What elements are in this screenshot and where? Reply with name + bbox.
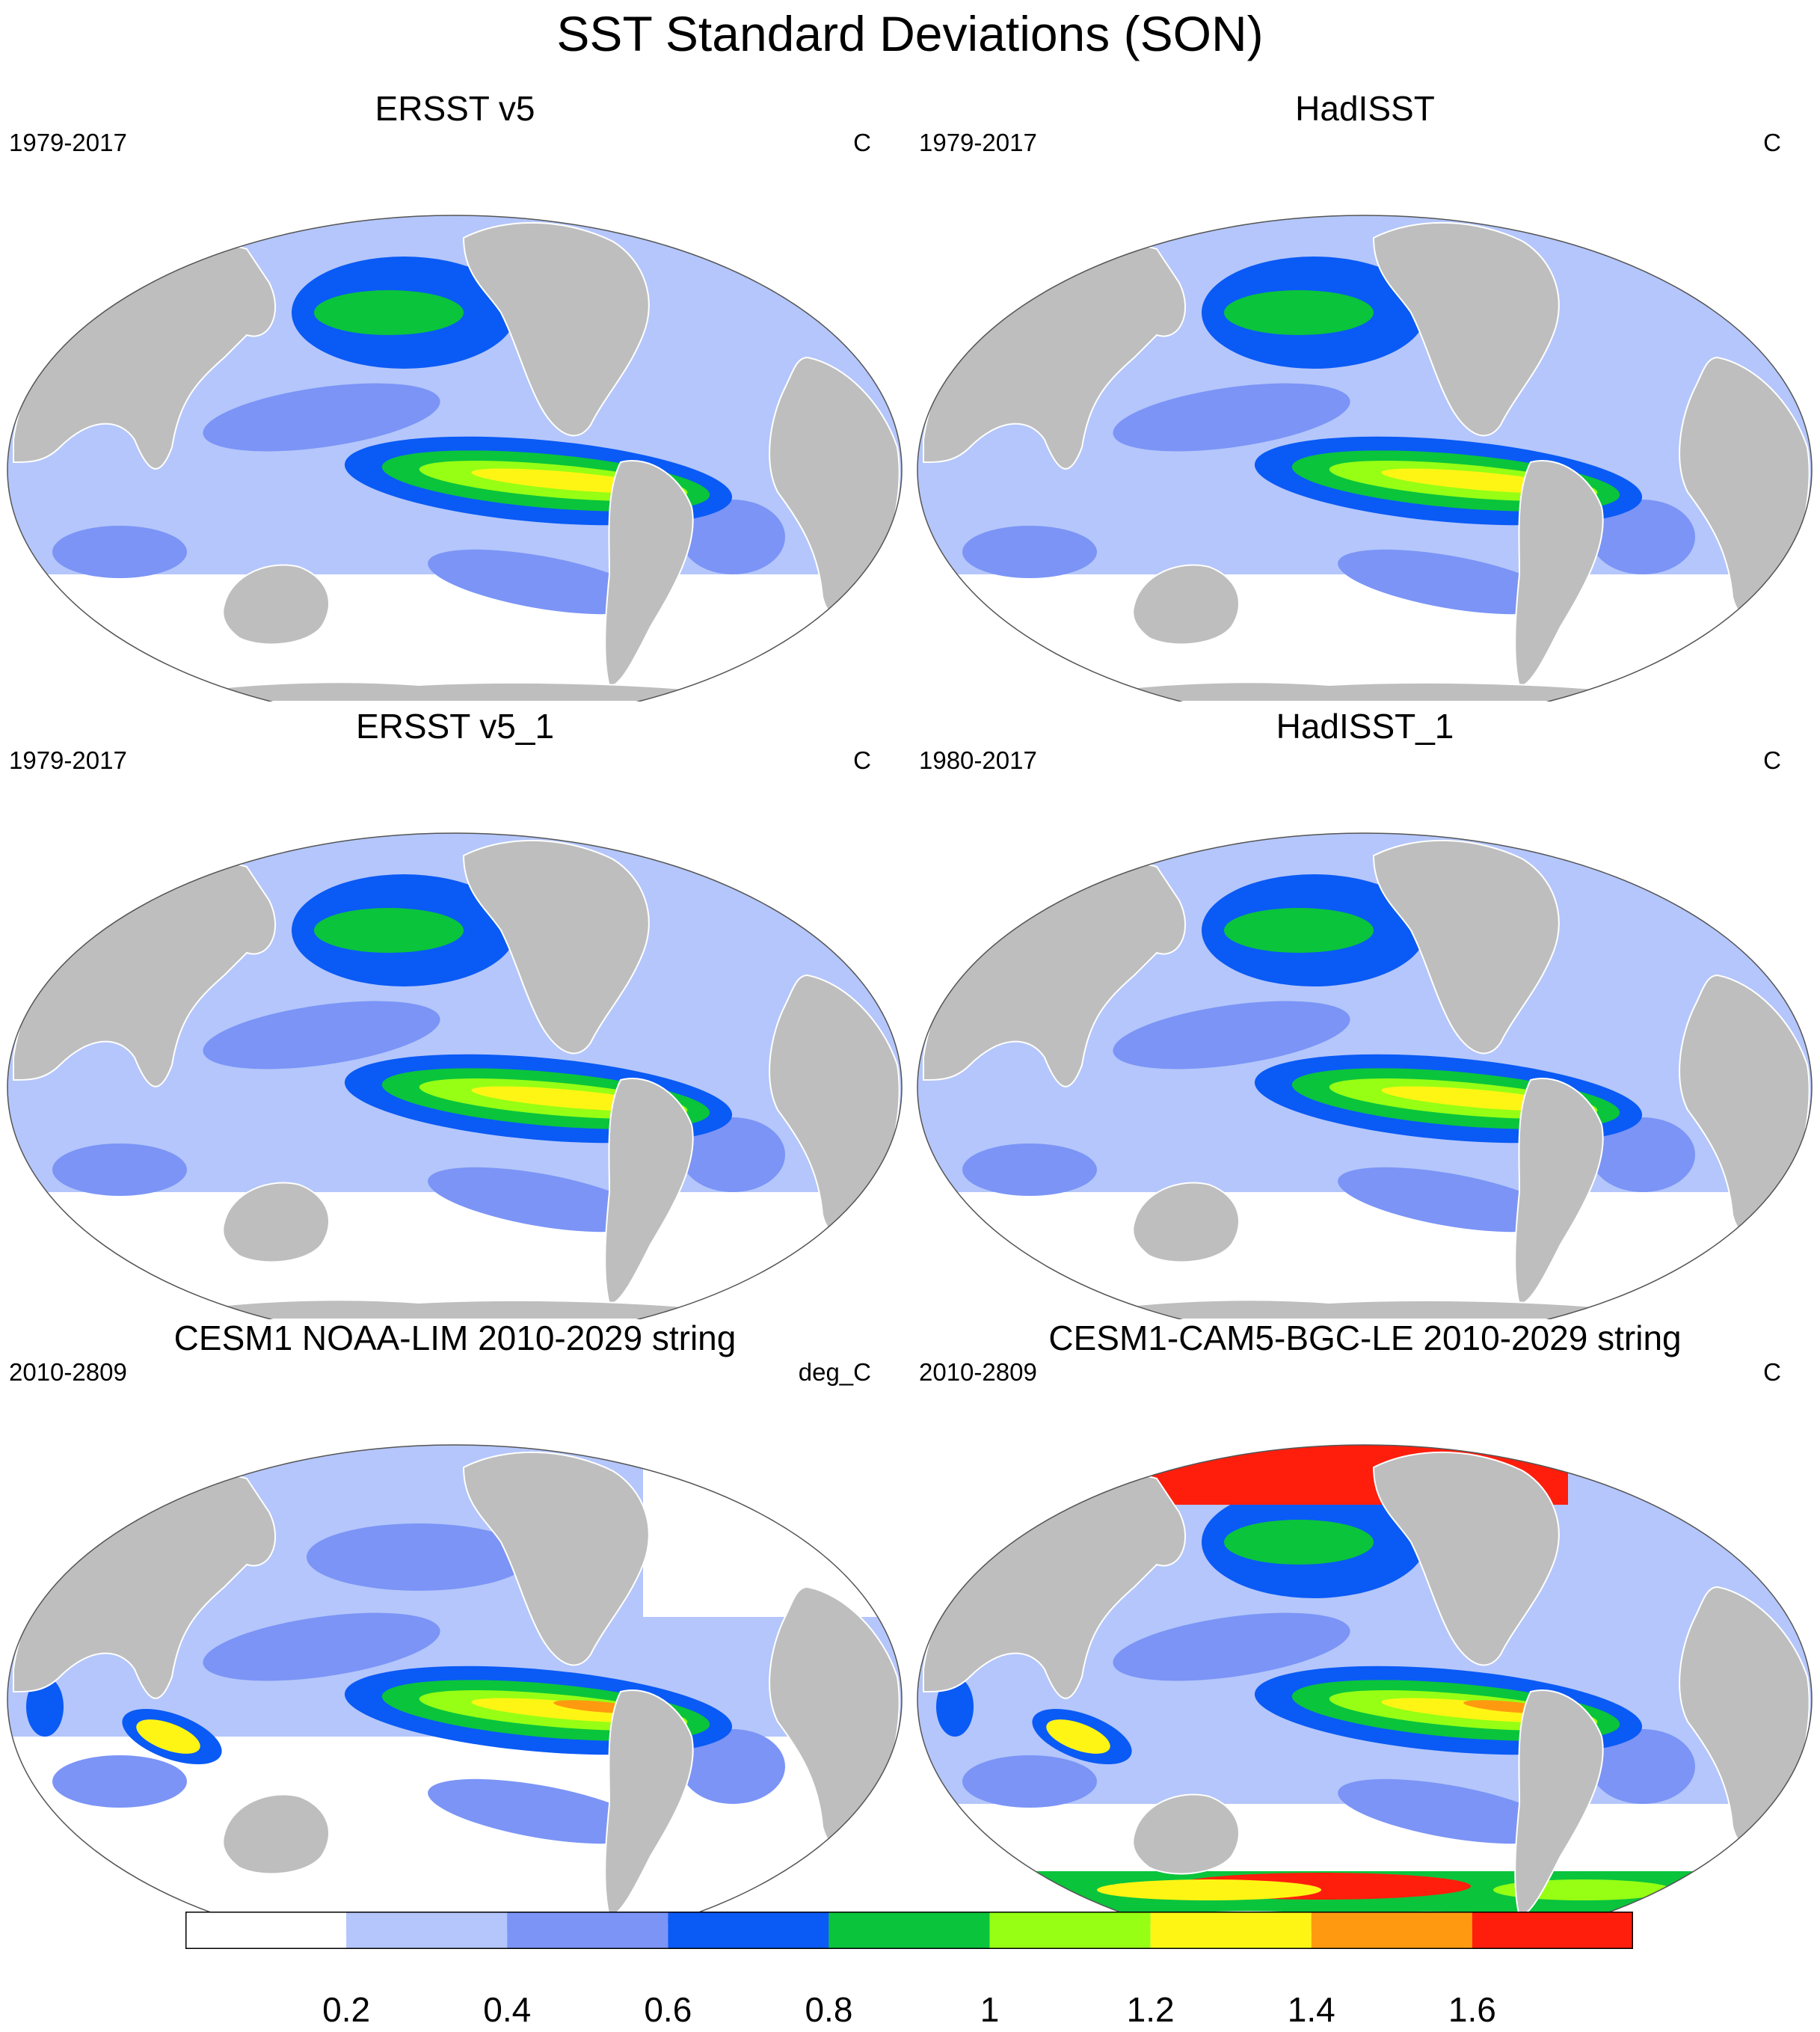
panel-period: 1980-2017 xyxy=(919,746,1037,774)
panel-cesm1-noaa-lim: CESM1 NOAA-LIM 2010-2029 string 2010-280… xyxy=(0,1318,910,1931)
figure-title: SST Standard Deviations (SON) xyxy=(556,6,1264,61)
colorbar-swatch xyxy=(185,1912,347,1949)
panel-title: ERSST v5_1 xyxy=(355,707,555,746)
colorbar-tick-label: 0.4 xyxy=(483,1990,532,2029)
colorbar-tick-label: 0.2 xyxy=(322,1990,371,2029)
colorbar xyxy=(185,1912,1633,1949)
colorbar-tick-label: 1.4 xyxy=(1287,1990,1335,2029)
colorbar-tick-label: 0.6 xyxy=(644,1990,692,2029)
colorbar-tick-label: 1.2 xyxy=(1126,1990,1175,2029)
panel-units: C xyxy=(1763,1358,1781,1386)
sst-map xyxy=(7,1444,903,1931)
panel-period: 2010-2809 xyxy=(9,1358,127,1386)
panel-title: HadISST_1 xyxy=(1276,707,1454,746)
panel-units: C xyxy=(1763,746,1781,774)
colorbar-swatch xyxy=(346,1912,508,1949)
sst-map xyxy=(917,215,1813,702)
panel-hadisst: HadISST 1979-2017 C xyxy=(910,88,1820,702)
colorbar-tick-label: 1 xyxy=(980,1990,1000,2029)
panel-period: 1979-2017 xyxy=(919,129,1037,156)
panel-units: C xyxy=(853,746,871,774)
sst-map xyxy=(7,832,903,1319)
panel-ersst-v5: ERSST v5 1979-2017 C xyxy=(0,88,910,702)
panel-units: C xyxy=(853,129,871,156)
sst-map xyxy=(917,832,1813,1319)
colorbar-swatch xyxy=(1311,1912,1472,1949)
colorbar-swatch xyxy=(1472,1912,1633,1949)
panel-cesm1-cam5-bgc-le: CESM1-CAM5-BGC-LE 2010-2029 string 2010-… xyxy=(910,1318,1820,1931)
colorbar-swatch xyxy=(1150,1912,1312,1949)
panel-period: 1979-2017 xyxy=(9,746,127,774)
sst-map xyxy=(917,1444,1813,1931)
panel-period: 2010-2809 xyxy=(919,1358,1037,1386)
panel-title: HadISST xyxy=(1295,89,1435,128)
colorbar-tick-label: 0.8 xyxy=(805,1990,853,2029)
panel-period: 1979-2017 xyxy=(9,129,127,156)
panel-ersst-v5-1: ERSST v5_1 1979-2017 C xyxy=(0,706,910,1319)
colorbar-swatch xyxy=(668,1912,829,1949)
panel-hadisst-1: HadISST_1 1980-2017 C xyxy=(910,706,1820,1319)
colorbar-swatch xyxy=(507,1912,668,1949)
colorbar-swatch xyxy=(989,1912,1151,1949)
panel-units: deg_C xyxy=(798,1358,871,1386)
panel-units: C xyxy=(1763,129,1781,156)
colorbar-swatch xyxy=(828,1912,990,1949)
panel-title: CESM1 NOAA-LIM 2010-2029 string xyxy=(173,1319,737,1357)
panel-title: CESM1-CAM5-BGC-LE 2010-2029 string xyxy=(1048,1319,1682,1357)
colorbar-tick-label: 1.6 xyxy=(1448,1990,1496,2029)
panel-title: ERSST v5 xyxy=(375,89,535,128)
sst-map xyxy=(7,215,903,702)
